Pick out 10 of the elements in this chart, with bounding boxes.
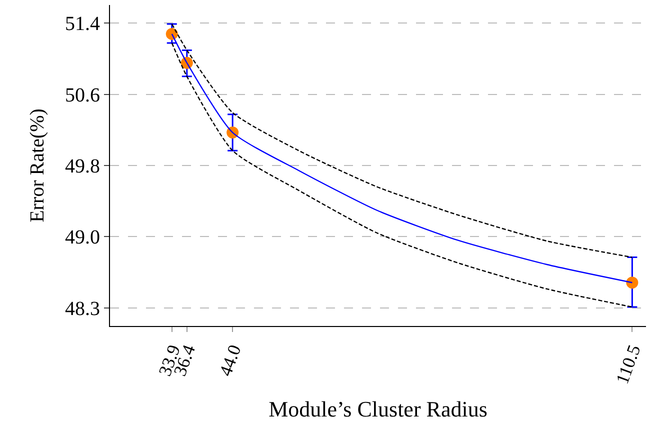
- x-tick-label: 44.0: [215, 342, 245, 379]
- y-tick-label: 50.6: [65, 84, 100, 106]
- y-axis-title: Error Rate(%): [26, 108, 48, 222]
- x-tick-label: 110.5: [612, 342, 644, 386]
- x-axis-title: Module’s Cluster Radius: [268, 396, 488, 422]
- point: [626, 276, 638, 289]
- y-tick-label: 49.8: [65, 156, 100, 178]
- y-tick-label: 48.3: [65, 298, 100, 320]
- y-tick-label: 49.0: [65, 226, 100, 249]
- y-tick-label: 51.4: [65, 13, 100, 36]
